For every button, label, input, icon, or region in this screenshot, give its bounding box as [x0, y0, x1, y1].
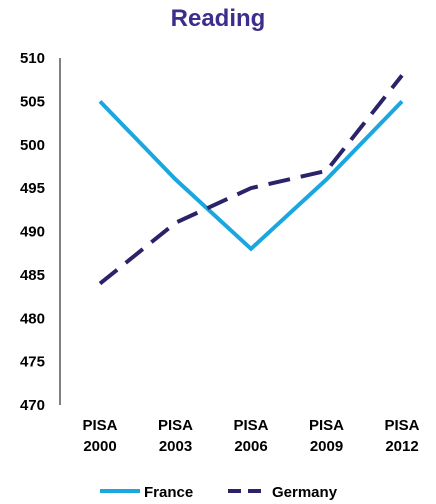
y-tick-label: 505 [20, 93, 45, 110]
y-tick-label: 485 [20, 267, 45, 284]
x-axis-ticks: PISA 2000 PISA 2003 PISA 2006 PISA 2009 PISA 2012 [82, 417, 419, 455]
series-line-france [98, 100, 404, 252]
x-tick-label: PISA [82, 417, 117, 434]
y-tick-label: 500 [20, 137, 45, 154]
y-axis-ticks: 470 475 480 485 490 495 500 505 510 [20, 50, 45, 414]
y-tick-label: 510 [20, 50, 45, 67]
series-line-germany [98, 74, 404, 286]
chart-title: Reading [171, 5, 266, 32]
y-tick-label: 495 [20, 180, 45, 197]
x-tick-label: PISA [384, 417, 419, 434]
x-tick-label: PISA [233, 417, 268, 434]
y-tick-label: 470 [20, 397, 45, 414]
series-layer [98, 74, 404, 286]
x-tick-label: 2012 [385, 438, 418, 455]
legend-label-france: France [144, 484, 193, 501]
x-tick-label: PISA [158, 417, 193, 434]
legend: France Germany [100, 484, 338, 501]
x-tick-label: 2000 [83, 438, 116, 455]
y-tick-label: 475 [20, 354, 45, 371]
x-tick-label: 2009 [310, 438, 343, 455]
x-tick-label: 2006 [234, 438, 267, 455]
legend-label-germany: Germany [272, 484, 338, 501]
y-tick-label: 480 [20, 310, 45, 327]
x-tick-label: PISA [309, 417, 344, 434]
y-tick-label: 490 [20, 224, 45, 241]
x-tick-label: 2003 [159, 438, 192, 455]
